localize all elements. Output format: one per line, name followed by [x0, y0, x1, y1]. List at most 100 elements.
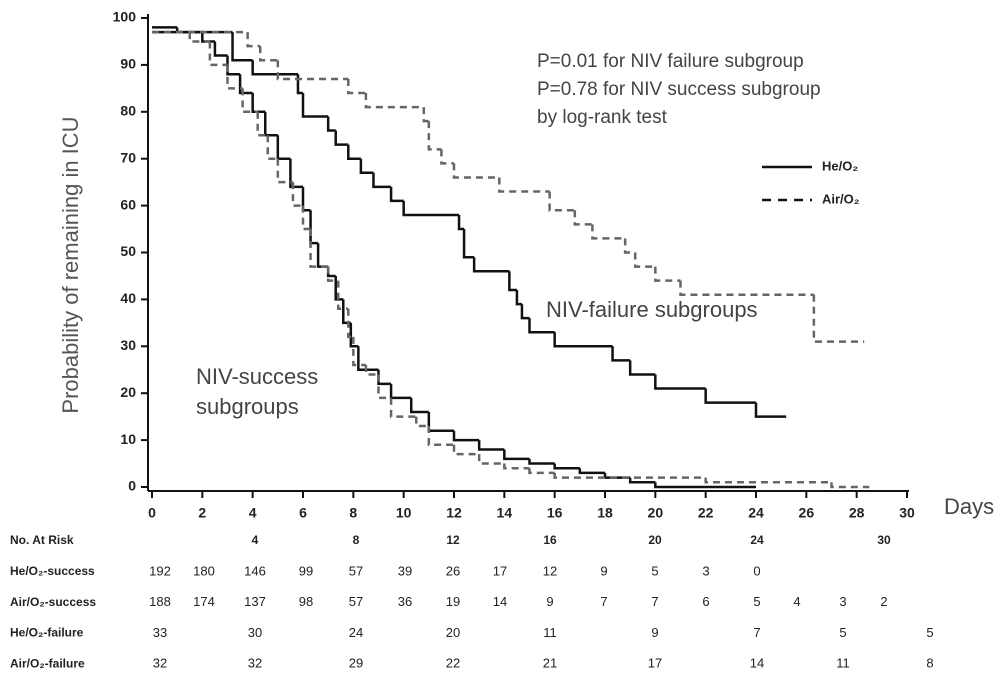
table-cell: 99 [299, 563, 313, 578]
annotation: P=0.01 for NIV failure subgroup [537, 51, 804, 72]
table-cell: 7 [651, 594, 658, 609]
table-cell: 17 [648, 656, 662, 671]
survival-step [452, 444, 480, 456]
survival-step [309, 229, 329, 268]
survival-step [231, 32, 253, 62]
x-tick-label: 22 [698, 505, 714, 521]
survival-step [578, 468, 605, 475]
annotation: P=0.78 for NIV success subgroup [537, 79, 821, 100]
survival-step [830, 482, 870, 489]
survival-step [301, 205, 311, 231]
x-tick-label: 30 [899, 505, 915, 521]
survival-step [347, 78, 366, 95]
survival-step [553, 472, 706, 479]
table-cell: 9 [546, 594, 553, 609]
survival-step [553, 463, 580, 470]
survival-step [296, 74, 303, 95]
survival-step [427, 121, 442, 151]
survival-step [336, 280, 349, 311]
survival-step [251, 93, 266, 114]
survival-step [389, 397, 417, 418]
x-tick-label: 28 [849, 505, 865, 521]
y-tick-label: 60 [120, 196, 136, 212]
x-tick-label: 6 [299, 505, 307, 521]
table-cell: 14 [750, 656, 764, 671]
table-cell: 30 [248, 625, 262, 640]
survival-step [258, 46, 278, 62]
survival-step [334, 130, 349, 146]
survival-step [201, 32, 215, 43]
table-title: No. At Risk [10, 533, 74, 547]
row-label: Air/O₂-failure [10, 656, 85, 670]
survival-step [528, 318, 555, 334]
survival-step [377, 369, 392, 386]
table-cell: 33 [153, 625, 167, 640]
table-cell: 192 [149, 563, 171, 578]
table-cell: 146 [244, 563, 266, 578]
x-tick-label: 24 [748, 505, 764, 521]
survival-step [347, 308, 354, 339]
survival-step [553, 332, 613, 348]
table-cell: 19 [446, 594, 460, 609]
table-cell: 4 [793, 594, 800, 609]
survival-step [238, 74, 253, 95]
survival-step [213, 41, 228, 57]
table-cell: 3 [839, 594, 846, 609]
survival-step [623, 238, 636, 254]
x-tick-label: 4 [249, 505, 257, 521]
survival-step [704, 477, 832, 484]
survival-step [342, 299, 351, 325]
survival-step [508, 271, 517, 292]
table-cell: 11 [836, 656, 850, 671]
x-tick-label: 8 [349, 505, 357, 521]
row-label: He/O₂-failure [10, 626, 84, 640]
survival-step [364, 365, 379, 376]
survival-step [349, 322, 359, 348]
x-tick-label: 12 [446, 505, 462, 521]
survival-step [611, 346, 631, 362]
table-cell: 2 [880, 594, 887, 609]
survival-step [326, 266, 339, 282]
table-cell: 137 [244, 594, 266, 609]
table-cell: 5 [839, 625, 846, 640]
survival-step [291, 182, 303, 207]
survival-step [498, 177, 550, 193]
y-tick-label: 70 [120, 149, 136, 165]
survival-step [389, 383, 412, 400]
y-tick-label: 80 [120, 103, 136, 119]
y-tick-label: 50 [120, 243, 136, 259]
survival-step [251, 60, 298, 76]
annotation: by log-rank test [537, 107, 668, 128]
survival-step [654, 374, 706, 390]
table-header: 24 [750, 533, 764, 547]
survival-step [226, 55, 241, 76]
table-header: 4 [252, 533, 259, 547]
survival-step [477, 454, 505, 465]
survival-step [477, 440, 505, 451]
table-cell: 9 [651, 625, 658, 640]
row-label: Air/O₂-success [10, 595, 96, 609]
table-cell: 29 [349, 656, 363, 671]
x-tick-label: 20 [648, 505, 664, 521]
table-cell: 17 [493, 563, 507, 578]
survival-step [266, 135, 278, 160]
y-tick-label: 0 [128, 478, 136, 494]
survival-step [704, 388, 756, 404]
survival-step [334, 275, 344, 301]
table-header: 8 [353, 533, 360, 547]
table-cell: 0 [753, 563, 760, 578]
survival-step [427, 411, 454, 432]
table-header: 30 [877, 533, 891, 547]
table-cell: 5 [926, 625, 933, 640]
survival-step [515, 290, 522, 306]
table-cell: 24 [349, 625, 363, 640]
annotation: NIV-failure subgroups [546, 297, 758, 322]
survival-step [628, 360, 656, 376]
survival-step [754, 402, 787, 418]
table-cell: 9 [600, 563, 607, 578]
table-cell: 3 [702, 563, 709, 578]
survival-step [409, 397, 429, 414]
survival-step [326, 116, 336, 132]
table-cell: 6 [702, 594, 709, 609]
